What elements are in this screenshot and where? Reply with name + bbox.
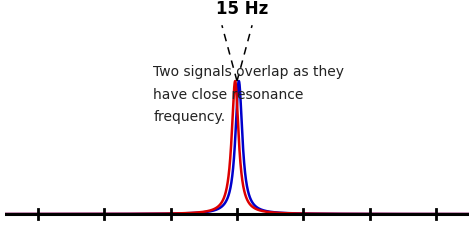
Text: Two signals overlap as they
have close resonance
frequency.: Two signals overlap as they have close r… bbox=[154, 64, 345, 124]
Text: 15 Hz: 15 Hz bbox=[216, 0, 268, 18]
